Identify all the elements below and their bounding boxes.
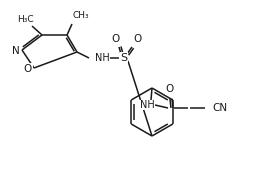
Text: CH₃: CH₃ bbox=[73, 10, 89, 20]
Text: NH: NH bbox=[140, 100, 154, 110]
Text: CN: CN bbox=[212, 103, 227, 113]
Text: O: O bbox=[166, 84, 174, 94]
Text: O: O bbox=[24, 64, 32, 74]
Text: N: N bbox=[12, 46, 20, 56]
Text: H₃C: H₃C bbox=[17, 15, 33, 23]
Text: O: O bbox=[112, 34, 120, 44]
Text: NH: NH bbox=[95, 53, 110, 63]
Text: O: O bbox=[134, 34, 142, 44]
Text: S: S bbox=[120, 53, 127, 63]
